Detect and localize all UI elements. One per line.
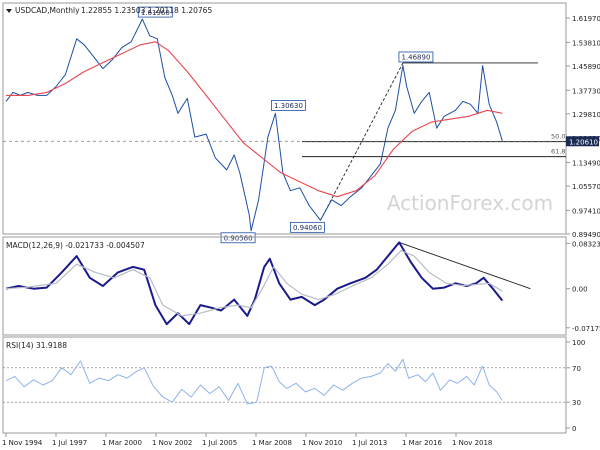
x-tick-label-6: 1 Nov 2010 bbox=[302, 439, 342, 447]
rsi-y-tick-label-3: 0 bbox=[572, 425, 576, 433]
price-title: USDCAD,Monthly bbox=[15, 6, 80, 15]
annotation-box-1 bbox=[271, 100, 306, 111]
price-series bbox=[5, 18, 503, 232]
annotation-label-2: 0.90560 bbox=[224, 234, 253, 242]
macd-title: MACD(12,26,9) -0.021733 -0.004507 bbox=[6, 241, 145, 250]
x-tick-label-7: 1 Jul 2013 bbox=[352, 439, 387, 447]
price-y-tick-label-2: 1.45890 bbox=[572, 63, 600, 71]
price-y-tick-label-8: 0.97410 bbox=[572, 207, 600, 215]
rsi-y-axis: 100 70 30 0 bbox=[566, 339, 585, 433]
price-y-tick-label-3: 1.37730 bbox=[572, 87, 600, 95]
price-y-tick-label-1: 1.53810 bbox=[572, 39, 600, 47]
macd-line bbox=[5, 241, 504, 326]
rsi-y-tick-label-2: 30 bbox=[572, 399, 581, 407]
x-tick-label-3: 1 Nov 2002 bbox=[152, 439, 192, 447]
rsi-y-tick-label-1: 70 bbox=[572, 365, 581, 373]
rsi-title: RSI(14) 31.9188 bbox=[6, 341, 67, 350]
watermark: ActionForex.com bbox=[387, 191, 553, 215]
rsi-panel-frame bbox=[2, 336, 567, 434]
macd-y-tick-label-1: 0.00 bbox=[572, 286, 588, 294]
collapse-arrow-icon[interactable] bbox=[6, 9, 12, 13]
price-quote: 1.22855 1.23503 1.20118 1.20765 bbox=[81, 6, 212, 15]
x-tick-label-4: 1 Jul 2005 bbox=[202, 439, 237, 447]
macd-y-axis: 0.083235 0.00 -0.071752 bbox=[566, 240, 600, 333]
macd-drawn-lines bbox=[399, 242, 531, 290]
price-line bbox=[5, 18, 503, 232]
x-tick-label-5: 1 Mar 2008 bbox=[252, 439, 292, 447]
annotation-box-3 bbox=[290, 221, 325, 233]
rsi-panel: RSI(14) 31.9188 100 70 30 0 bbox=[2, 336, 585, 434]
rsi-line bbox=[5, 358, 503, 405]
fibonacci-levels: 50.0 61.8 bbox=[3, 133, 566, 158]
price-panel: ActionForex.com 1.61970 1.53810 1.45890 1.3… bbox=[2, 2, 600, 244]
annotation-label-3: 0.94060 bbox=[293, 224, 322, 232]
macd-trendline bbox=[399, 242, 531, 290]
price-title-group: USDCAD,Monthly 1.22855 1.23503 1.20118 1… bbox=[6, 6, 212, 15]
price-y-tick-label-7: 1.05570 bbox=[572, 183, 600, 191]
x-tick-label-8: 1 Mar 2016 bbox=[402, 439, 442, 447]
price-y-tick-label-6: 1.13490 bbox=[572, 159, 600, 167]
rsi-levels bbox=[3, 367, 566, 403]
rsi-y-tick-label-0: 100 bbox=[572, 339, 585, 347]
annotation-label-4: 1.46890 bbox=[401, 54, 430, 62]
macd-y-tick-label-0: 0.083235 bbox=[572, 240, 600, 248]
annotation-box-4 bbox=[398, 51, 434, 63]
price-y-tick-label-4: 1.29810 bbox=[572, 111, 600, 119]
macd-y-tick-label-2: -0.071752 bbox=[572, 325, 600, 333]
rsi-series bbox=[5, 358, 503, 405]
current-price-label: 1.20610 bbox=[566, 136, 599, 147]
x-tick-label-1: 1 Jul 1997 bbox=[52, 439, 87, 447]
price-y-tick-label-9: 0.89490 bbox=[572, 231, 600, 239]
current-price-value: 1.20610 bbox=[569, 138, 598, 146]
macd-series bbox=[5, 241, 504, 326]
fib-label-61.8: 61.8 bbox=[551, 148, 565, 156]
signal-line bbox=[5, 250, 503, 317]
annotation-box-2 bbox=[220, 232, 256, 244]
price-y-tick-label-0: 1.61970 bbox=[572, 15, 600, 23]
macd-panel: MACD(12,26,9) -0.021733 -0.004507 0.0832… bbox=[2, 236, 600, 336]
current-price-box bbox=[566, 136, 599, 147]
fib-label-50.0: 50.0 bbox=[551, 133, 565, 141]
annotation-box-0 bbox=[137, 6, 173, 18]
time-axis: 1 Nov 1994 1 Jul 1997 1 Mar 2000 1 Nov 2002… bbox=[2, 433, 492, 447]
annotation-label-0: 1.61960 bbox=[141, 9, 170, 17]
annotation-label-1: 1.30630 bbox=[274, 102, 303, 110]
price-annotations: 1.61960 1.30630 0.90560 0.94060 1.46890 bbox=[137, 6, 434, 244]
price-drawn-lines bbox=[320, 62, 538, 221]
price-panel-frame bbox=[2, 2, 567, 235]
macd-panel-frame bbox=[2, 236, 567, 336]
x-tick-label-2: 1 Mar 2000 bbox=[102, 439, 142, 447]
x-tick-label-9: 1 Nov 2018 bbox=[452, 439, 492, 447]
sma-line bbox=[6, 41, 503, 198]
x-tick-label-0: 1 Nov 1994 bbox=[2, 439, 43, 447]
